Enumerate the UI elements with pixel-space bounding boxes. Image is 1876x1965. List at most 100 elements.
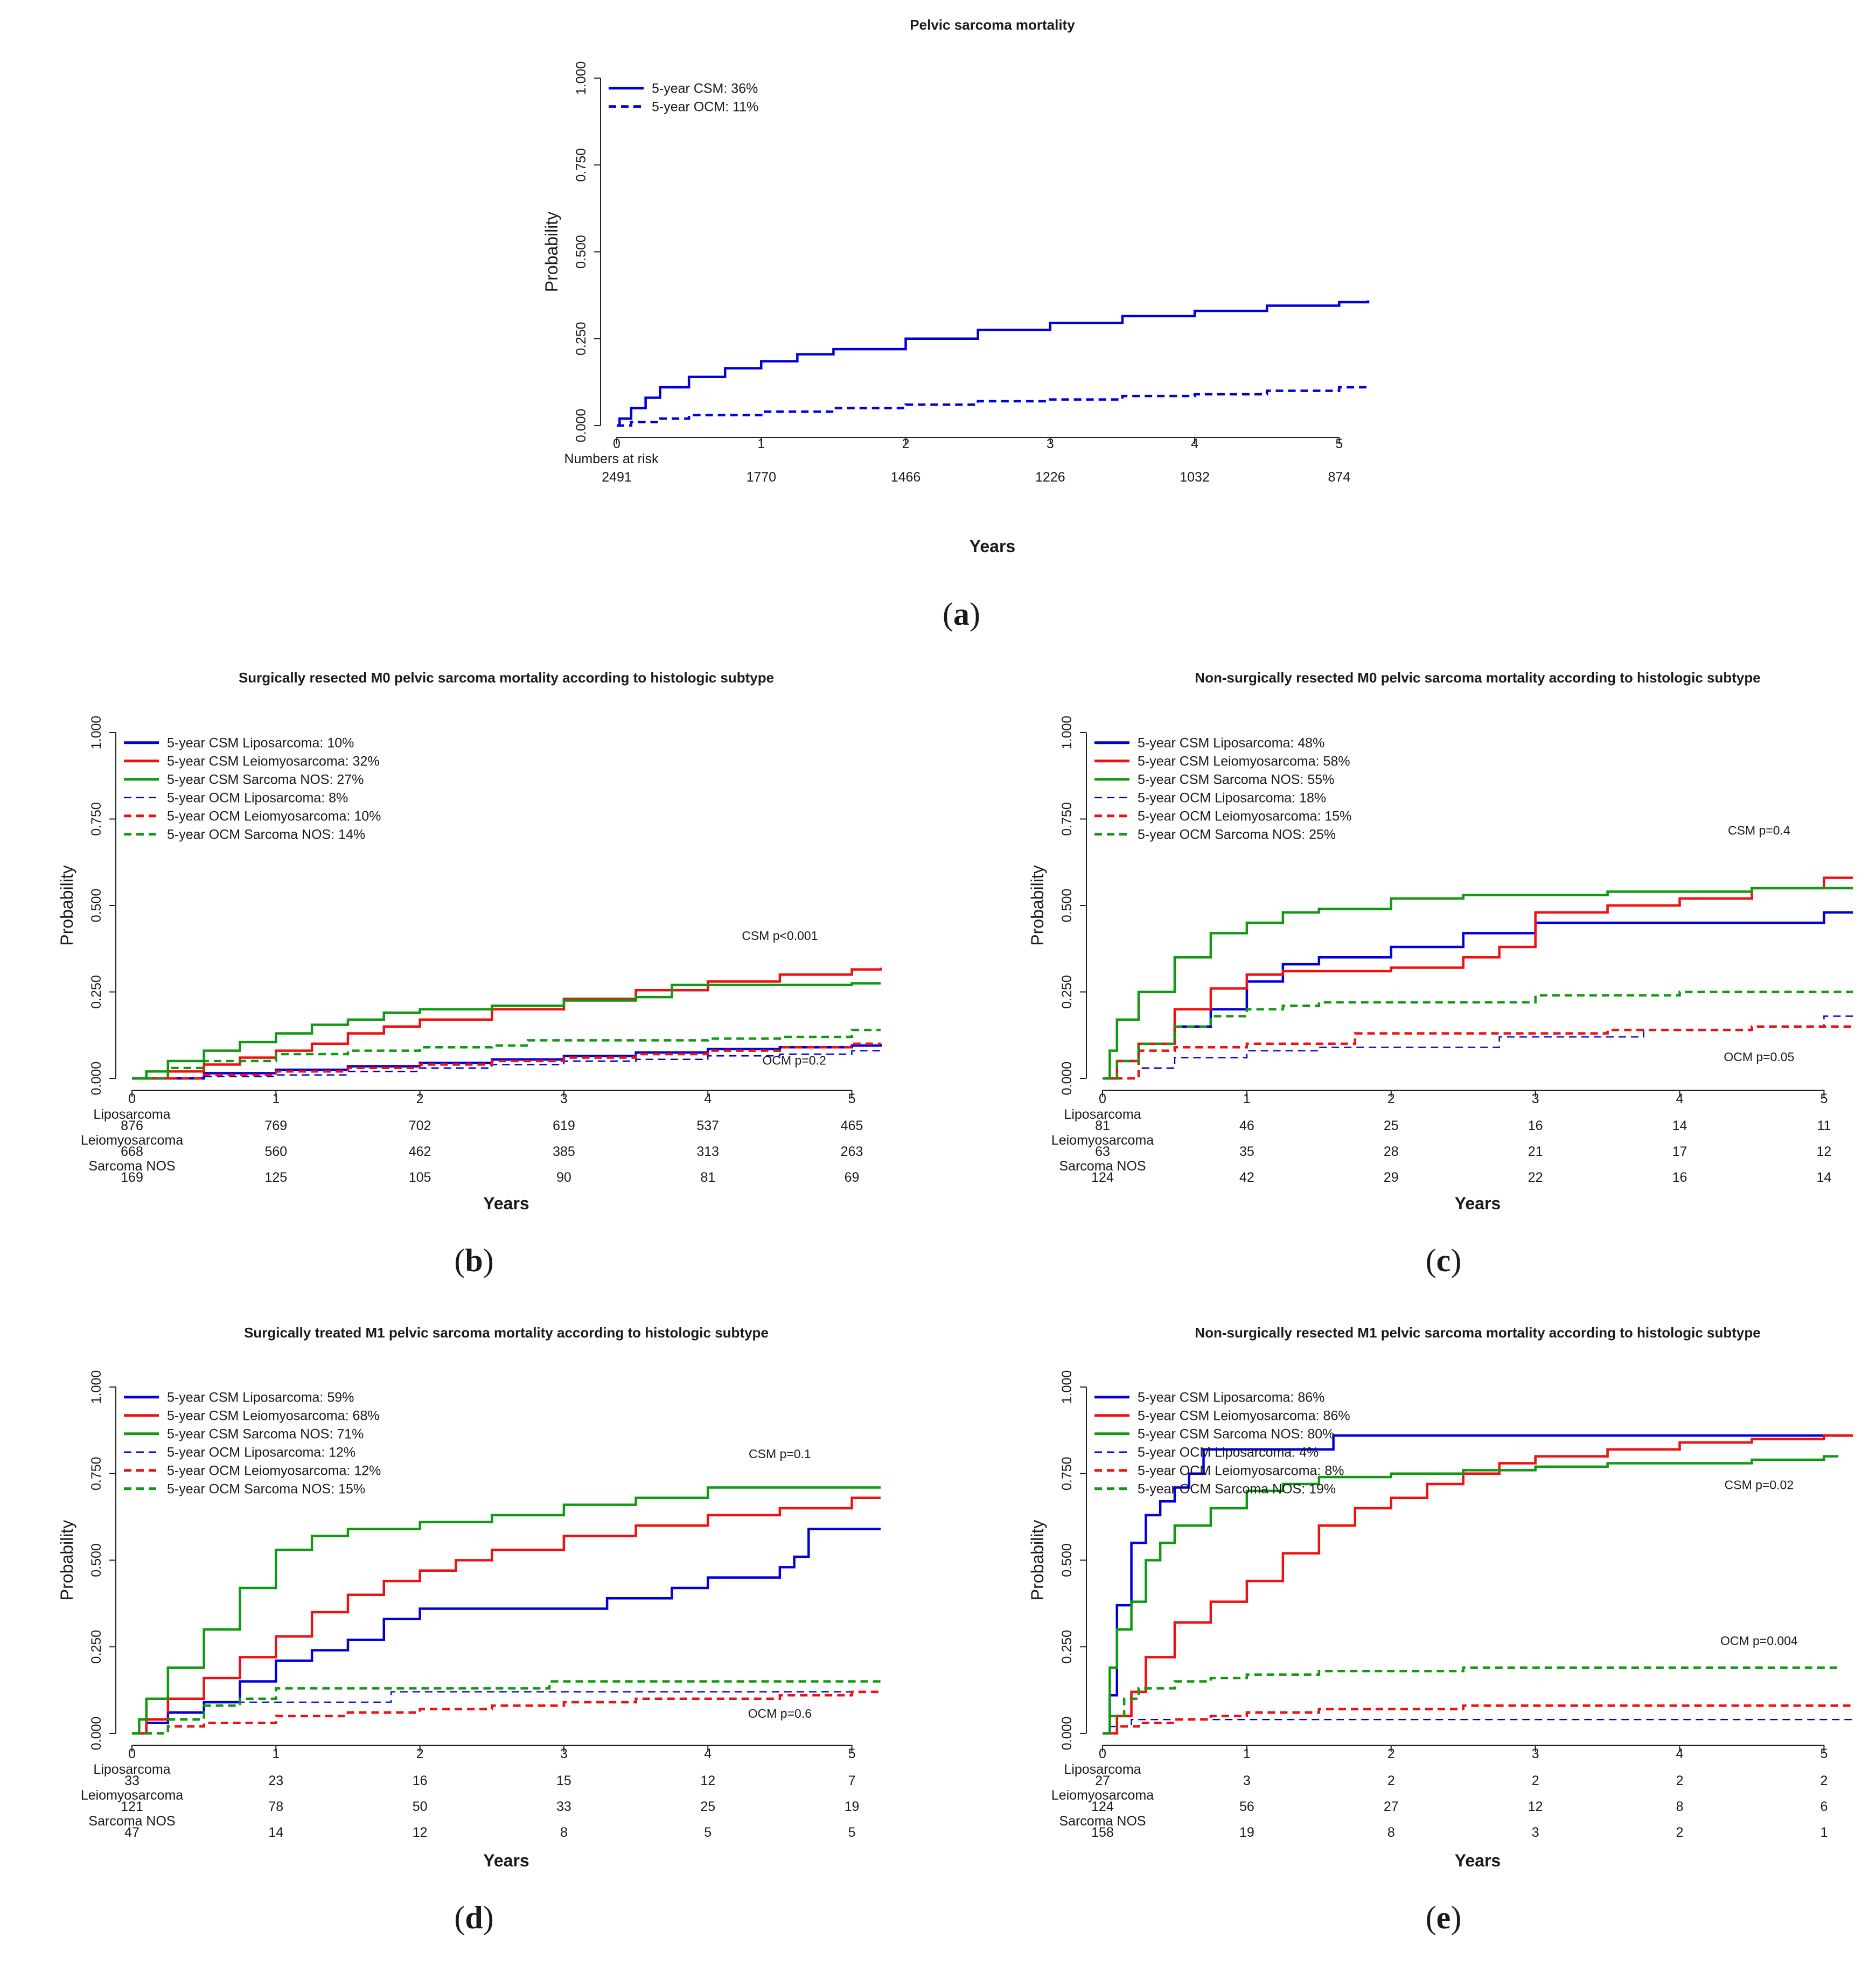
p-value-annotation: OCM p=0.004	[1720, 1634, 1798, 1648]
risk-value: 78	[268, 1799, 283, 1814]
series-line-4	[132, 1050, 881, 1079]
legend-label: 5-year CSM Leiomyosarcoma: 32%	[167, 754, 380, 769]
risk-value: 158	[1091, 1825, 1114, 1840]
y-tick-label: 0.250	[1059, 1630, 1075, 1664]
chart-panel-b: Surgically resected M0 pelvic sarcoma mo…	[57, 670, 882, 1278]
legend-label: 5-year OCM Liposarcoma: 4%	[1138, 1445, 1319, 1460]
series-line-2	[617, 386, 1368, 427]
risk-value: 50	[413, 1799, 428, 1814]
legend-label: 5-year OCM Liposarcoma: 8%	[167, 791, 348, 806]
x-tick-label: 4	[704, 1091, 712, 1106]
risk-row-label: Sarcoma NOS	[1059, 1159, 1146, 1174]
y-tick-label: 0.750	[89, 1457, 104, 1490]
caption-paren: (	[454, 1900, 465, 1935]
caption-paren: )	[970, 596, 980, 632]
chart-panel-c: Non-surgically resected M0 pelvic sarcom…	[1028, 670, 1853, 1278]
x-tick-label: 0	[1099, 1091, 1106, 1106]
x-tick-label: 5	[848, 1746, 856, 1761]
risk-value: 12	[1528, 1799, 1543, 1814]
risk-value: 8	[560, 1825, 568, 1840]
x-tick-label: 0	[1099, 1746, 1106, 1761]
risk-value: 876	[121, 1118, 143, 1133]
risk-value: 1770	[746, 470, 776, 485]
series-line-5	[1103, 1704, 1853, 1735]
risk-row-label: Liposarcoma	[1064, 1107, 1141, 1122]
legend: 5-year CSM Liposarcoma: 48% 5-year CSM Le…	[1094, 736, 1351, 842]
x-tick-label: 3	[1532, 1091, 1539, 1106]
risk-value: 27	[1384, 1799, 1399, 1814]
y-axis-label: Probability	[542, 212, 561, 292]
series-line-2	[1103, 876, 1853, 1080]
risk-value: 33	[124, 1773, 140, 1788]
legend-label: 5-year CSM Leiomyosarcoma: 86%	[1138, 1409, 1350, 1424]
risk-value: 12	[413, 1825, 428, 1840]
p-value-annotation: CSM p=0.4	[1728, 823, 1790, 837]
series-line-5	[132, 1690, 881, 1735]
legend: 5-year CSM Liposarcoma: 59% 5-year CSM Le…	[124, 1390, 381, 1497]
caption-paren: (	[943, 596, 953, 632]
chart-panel-a: Pelvic sarcoma mortality0.0000.2500.5000…	[542, 17, 1370, 632]
series-line-6	[1103, 1666, 1839, 1735]
legend-label: 5-year CSM Liposarcoma: 48%	[1138, 736, 1324, 751]
y-tick-label: 0.000	[1059, 1062, 1075, 1096]
risk-row-label: Liposarcoma	[93, 1107, 170, 1122]
risk-value: 29	[1384, 1170, 1399, 1185]
p-value-annotation: CSM p=0.1	[749, 1447, 811, 1461]
risk-value: 619	[553, 1118, 575, 1133]
y-tick-label: 0.000	[574, 409, 589, 443]
y-axis: 0.000 0.250 0.500 0.750 1.000 Probability	[542, 61, 601, 443]
series-line-5	[132, 1042, 881, 1080]
risk-table-header: Numbers at risk	[564, 451, 659, 466]
p-value-annotation: CSM p=0.02	[1725, 1478, 1794, 1492]
legend-label: 5-year CSM Liposarcoma: 59%	[167, 1390, 354, 1405]
y-axis: 0.000 0.250 0.500 0.750 1.000 Probability	[57, 716, 116, 1095]
risk-value: 19	[1239, 1825, 1254, 1840]
x-axis: 0 1 2 3 4 5 Years	[613, 436, 1343, 556]
risk-value: 5	[704, 1825, 712, 1840]
series-group	[132, 1486, 881, 1735]
legend-label: 5-year OCM Liposarcoma: 12%	[167, 1445, 355, 1460]
y-tick-label: 0.250	[574, 322, 589, 356]
x-tick-label: 2	[1387, 1746, 1395, 1761]
caption-paren: )	[483, 1900, 494, 1935]
risk-value: 63	[1095, 1144, 1110, 1159]
x-tick-label: 0	[613, 436, 620, 451]
risk-value: 27	[1095, 1773, 1110, 1788]
y-tick-label: 0.500	[89, 1543, 104, 1577]
caption-paren: (	[1426, 1243, 1436, 1278]
risk-value: 16	[1528, 1118, 1543, 1133]
x-axis: 0 1 2 3 4 5 Years	[128, 1090, 855, 1213]
x-tick-label: 1	[757, 436, 765, 451]
risk-value: 3	[1243, 1773, 1251, 1788]
x-tick-label: 5	[1335, 436, 1343, 451]
x-tick-label: 1	[272, 1746, 280, 1761]
panel-caption: (a)	[943, 596, 980, 632]
risk-value: 124	[1091, 1170, 1114, 1185]
risk-value: 42	[1239, 1170, 1254, 1185]
risk-value: 56	[1239, 1799, 1254, 1814]
risk-value: 874	[1328, 470, 1350, 485]
risk-value: 3	[1532, 1825, 1539, 1840]
caption-paren: )	[1450, 1243, 1461, 1278]
chart-panel-e: Non-surgically resected M1 pelvic sarcom…	[1028, 1325, 1853, 1935]
chart-title: Surgically treated M1 pelvic sarcoma mor…	[244, 1325, 769, 1341]
risk-value: 69	[845, 1170, 860, 1185]
legend-label: 5-year OCM Sarcoma NOS: 19%	[1138, 1482, 1336, 1497]
risk-value: 1	[1820, 1825, 1828, 1840]
legend-label: 5-year CSM Sarcoma NOS: 27%	[167, 772, 364, 788]
y-axis-label: Probability	[57, 865, 76, 945]
y-axis: 0.000 0.250 0.500 0.750 1.000 Probability	[1028, 1370, 1087, 1750]
risk-value: 22	[1528, 1170, 1543, 1185]
y-tick-label: 0.500	[574, 235, 589, 269]
series-line-3	[1103, 1455, 1839, 1735]
caption-paren: )	[1450, 1900, 1461, 1935]
x-axis-label: Years	[483, 1194, 529, 1213]
y-tick-label: 0.750	[89, 802, 104, 836]
risk-value: 702	[409, 1118, 431, 1133]
y-tick-label: 1.000	[574, 61, 589, 95]
caption-paren: (	[1426, 1900, 1436, 1935]
risk-value: 121	[121, 1799, 143, 1814]
x-tick-label: 3	[560, 1091, 568, 1106]
series-group	[132, 967, 882, 1080]
